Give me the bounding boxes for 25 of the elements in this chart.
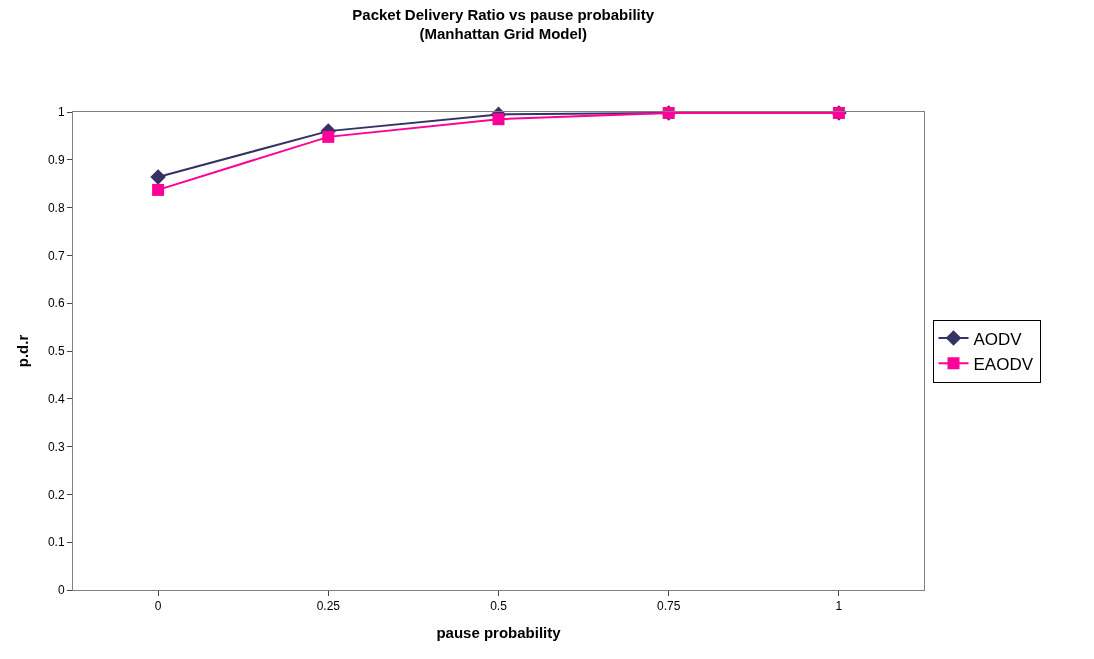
x-tick-label: 1 [835,599,843,614]
y-tick-label: 0.8 [47,200,65,215]
y-tick-label: 0.5 [47,344,65,359]
x-tick-label: 0 [154,599,162,614]
y-tick-label: 1 [57,105,65,120]
x-tick-label: 0.5 [490,599,508,614]
y-tick-label: 0.1 [47,535,65,550]
legend-label: AODV [973,329,1023,349]
point [492,113,505,126]
x-tick-label: 0.75 [657,599,681,614]
y-tick-label: 0.4 [47,392,65,406]
point [322,130,335,143]
y-tick-label: 0.9 [47,153,65,167]
y-tick-label: 0.6 [47,296,65,311]
chart-title: Packet Delivery Ratio vs pause probability (Manhattan Grid Model) [352,5,655,43]
x-axis-title: pause probability [436,624,562,642]
y-tick-label: 0.3 [47,439,65,454]
x-tick-label: 0.25 [316,599,341,614]
y-tick-label: 0 [57,583,65,598]
y-tick-label: 0.7 [47,248,65,263]
y-tick-label: 0.2 [47,487,65,502]
point [152,183,165,196]
legend-label: EAODV [973,354,1034,374]
point [150,169,166,185]
y-axis-title: p.d.r [14,334,32,368]
